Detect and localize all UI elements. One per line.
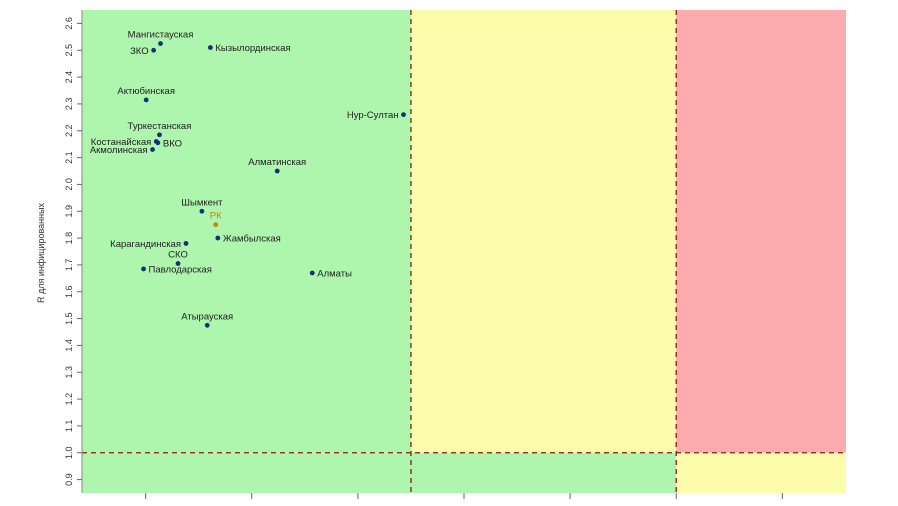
y-tick-label: 1.2	[64, 393, 74, 406]
point-label: ВКО	[163, 138, 182, 149]
point-10: Шымкент	[181, 197, 223, 214]
y-tick-label: 1.0	[64, 446, 74, 459]
point-label: Алматы	[317, 268, 352, 279]
point-label: Костанайская	[91, 137, 151, 148]
y-tick-label: 2.0	[64, 178, 74, 191]
point-8: Акмолинская	[90, 145, 155, 156]
point-marker	[309, 270, 315, 276]
point-label: Кызылординская	[215, 43, 290, 54]
zone-4	[676, 452, 846, 493]
zone-2	[676, 10, 846, 453]
point-17: Атырауская	[181, 311, 233, 328]
point-13: Карагандинская	[110, 239, 189, 250]
point-label: ЗКО	[130, 46, 149, 57]
point-label: Актюбинская	[117, 86, 175, 97]
point-7: ВКО	[155, 138, 182, 149]
threshold-lines	[82, 10, 846, 493]
point-label: Туркестанская	[128, 121, 192, 132]
point-12: Жамбылская	[215, 234, 281, 245]
zone-0	[82, 10, 411, 453]
point-label: Жамбылская	[223, 234, 281, 245]
point-marker	[143, 97, 149, 103]
y-tick-label: 1.5	[64, 312, 74, 325]
point-label: СКО	[168, 250, 188, 261]
point-label: Алматинская	[248, 157, 306, 168]
zone-1	[410, 10, 677, 453]
y-tick-label: 2.5	[64, 44, 74, 57]
point-14: СКО	[168, 250, 188, 266]
point-marker	[155, 140, 161, 146]
point-marker	[183, 241, 189, 246]
y-tick-label: 2.1	[64, 151, 74, 164]
point-11: РК	[210, 211, 222, 228]
y-tick-label: 1.8	[64, 232, 74, 245]
point-label: Нур-Султан	[347, 110, 399, 121]
point-label: Павлодарская	[149, 264, 212, 275]
y-tick-label: 1.7	[64, 259, 74, 272]
point-marker	[213, 222, 219, 228]
point-marker	[401, 112, 406, 118]
point-marker	[207, 45, 213, 50]
point-marker	[157, 132, 162, 138]
point-1: ЗКО	[130, 46, 157, 57]
y-tick-label: 1.4	[64, 339, 74, 352]
y-tick-label: 2.6	[64, 17, 74, 30]
point-9: Алматинская	[248, 157, 306, 174]
point-label: Карагандинская	[110, 239, 181, 250]
point-marker	[215, 235, 221, 241]
data-points: Мангистауская ЗКО Кызылординская Актюбинска…	[90, 30, 406, 328]
y-axis-title: R для инфицированных	[36, 202, 46, 303]
point-marker	[150, 147, 155, 152]
y-tick-label: 1.9	[64, 205, 74, 218]
y-tick-label: 1.3	[64, 366, 74, 379]
point-marker	[151, 47, 157, 53]
y-tick-label: 2.3	[64, 98, 74, 111]
point-marker	[199, 208, 205, 214]
point-marker	[158, 41, 163, 46]
y-tick-label: 0.9	[64, 473, 74, 486]
point-label: РК	[210, 211, 222, 222]
point-0: Мангистауская	[128, 30, 194, 46]
y-tick-label: 1.1	[64, 420, 74, 433]
point-marker	[274, 168, 280, 174]
point-2: Кызылординская	[207, 43, 291, 54]
point-marker	[175, 261, 181, 266]
y-tick-label: 2.4	[64, 71, 74, 84]
point-label: Акмолинская	[90, 145, 148, 156]
point-4: Нур-Султан	[347, 110, 406, 121]
point-marker	[141, 266, 146, 272]
point-16: Алматы	[309, 268, 352, 279]
point-label: Мангистауская	[128, 30, 194, 41]
point-15: Павлодарская	[141, 264, 212, 275]
point-5: Туркестанская	[128, 121, 192, 138]
point-marker	[204, 322, 210, 328]
risk-zones	[82, 10, 846, 493]
y-tick-label: 1.6	[64, 285, 74, 298]
axes: 0.9 1.0 1.1 1.2 1.3 1.4 1.5 1.6 1.7 1.8 1.9 2.0 2.1 2…	[64, 10, 783, 499]
point-label: Шымкент	[181, 197, 223, 208]
point-label: Атырауская	[181, 311, 233, 322]
y-tick-label: 2.2	[64, 124, 74, 137]
zone-3	[82, 452, 677, 493]
point-3: Актюбинская	[117, 86, 175, 103]
